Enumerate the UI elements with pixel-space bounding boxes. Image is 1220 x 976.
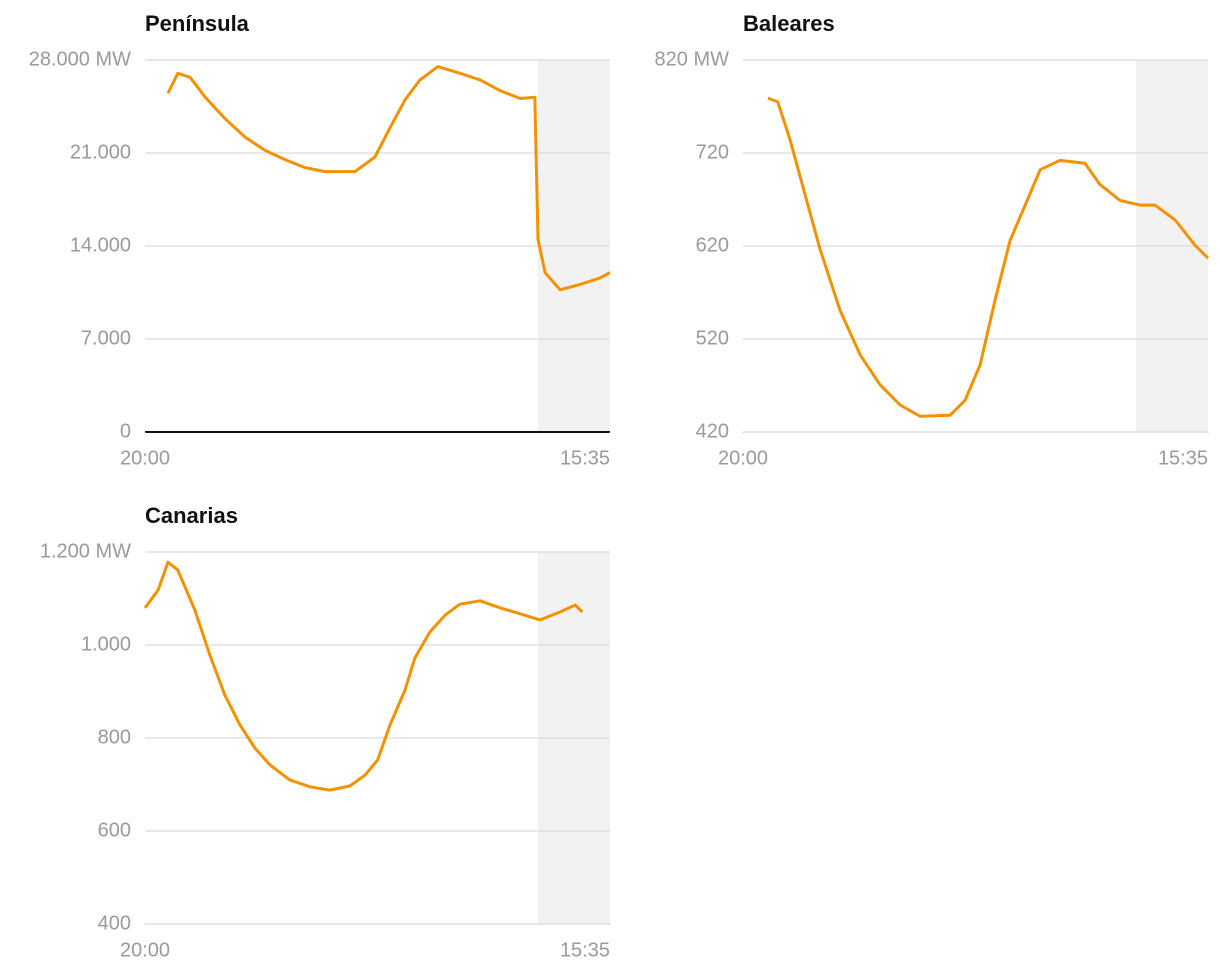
x-tick-label: 15:35 — [560, 447, 610, 469]
chart-title: Canarias — [145, 503, 238, 528]
x-tick-label: 15:35 — [1158, 447, 1208, 469]
y-tick-label: 520 — [696, 327, 729, 349]
y-tick-label: 820 MW — [655, 48, 730, 70]
y-tick-label: 800 — [98, 726, 131, 748]
data-line — [143, 560, 584, 792]
y-tick-label: 1.000 — [81, 633, 131, 655]
y-tick-label: 620 — [696, 234, 729, 256]
chart-title: Baleares — [743, 11, 835, 36]
x-tick-label: 20:00 — [120, 447, 170, 469]
x-tick-label: 20:00 — [120, 939, 170, 961]
x-tick-label: 20:00 — [718, 447, 768, 469]
y-tick-label: 400 — [98, 912, 131, 934]
y-tick-label: 600 — [98, 819, 131, 841]
x-tick-label: 15:35 — [560, 939, 610, 961]
y-tick-label: 720 — [696, 141, 729, 163]
y-tick-label: 28.000 MW — [29, 48, 131, 70]
data-line — [166, 65, 611, 292]
y-tick-label: 14.000 — [70, 234, 131, 256]
y-tick-label: 420 — [696, 420, 729, 442]
y-tick-label: 7.000 — [81, 327, 131, 349]
y-tick-label: 0 — [120, 420, 131, 442]
data-line — [767, 96, 1210, 418]
y-tick-label: 1.200 MW — [40, 540, 131, 562]
y-tick-label: 21.000 — [70, 141, 131, 163]
chart-title: Península — [145, 11, 250, 36]
